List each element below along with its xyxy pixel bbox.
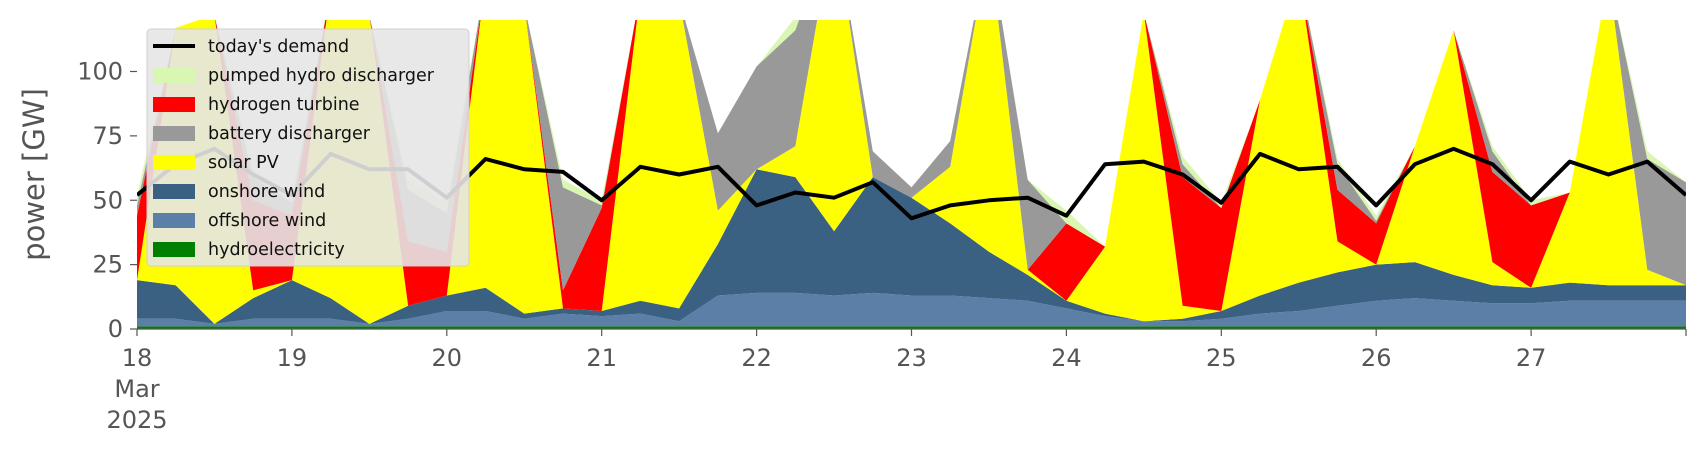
x-tick-label: 23	[896, 344, 927, 372]
legend-label-solar-pv: solar PV	[208, 153, 279, 173]
x-tick-label: 19	[277, 344, 308, 372]
y-tick-label: 25	[92, 251, 123, 279]
legend-swatch-hydroelectricity	[153, 242, 195, 257]
area-hydrogen-turbine	[137, 20, 1686, 311]
legend-swatch-pumped-hydro-discharger	[153, 68, 195, 83]
y-tick-label: 100	[77, 58, 123, 86]
legend-swatch-solar-pv	[153, 155, 195, 170]
x-tick-label: 22	[741, 344, 772, 372]
legend-swatch-offshore-wind	[153, 213, 195, 228]
legend-label-battery-discharger: battery discharger	[208, 124, 371, 144]
x-tick-label: 20	[432, 344, 463, 372]
x-tick-label: 24	[1051, 344, 1082, 372]
axes: 0 25 50 75 100 18 Mar 2025 19 20 21 22 23 24 25 26 27 pow…	[17, 58, 1687, 434]
legend-box	[146, 28, 470, 267]
legend: today's demand pumped hydro discharger hyd…	[146, 28, 470, 267]
legend-label-hydroelectricity: hydroelectricity	[208, 240, 345, 260]
y-tick-label: 75	[92, 122, 123, 150]
x-tick-label: 27	[1516, 344, 1547, 372]
x-tick-label: 21	[586, 344, 617, 372]
legend-label-hydrogen-turbine: hydrogen turbine	[208, 95, 360, 115]
legend-label-offshore-wind: offshore wind	[208, 211, 326, 231]
x-tick-label: 25	[1206, 344, 1237, 372]
legend-swatch-battery-discharger	[153, 126, 195, 141]
legend-label-pumped-hydro-discharger: pumped hydro discharger	[208, 66, 435, 86]
stacked-areas	[137, 20, 1686, 329]
area-solar-pv	[137, 20, 1686, 324]
y-tick-label: 0	[108, 315, 123, 343]
legend-swatch-onshore-wind	[153, 184, 195, 199]
legend-label-today-s-demand: today's demand	[208, 37, 349, 57]
legend-swatch-hydrogen-turbine	[153, 97, 195, 112]
y-tick-label: 50	[92, 186, 123, 214]
area-onshore-wind	[137, 169, 1686, 324]
legend-label-onshore-wind: onshore wind	[208, 182, 325, 202]
y-axis-label: power [GW]	[17, 88, 51, 261]
x-tick-label: 18 Mar 2025	[106, 344, 167, 434]
area-hydroelectricity	[137, 326, 1686, 329]
x-tick-label: 26	[1361, 344, 1392, 372]
area-offshore-wind	[137, 292, 1686, 327]
